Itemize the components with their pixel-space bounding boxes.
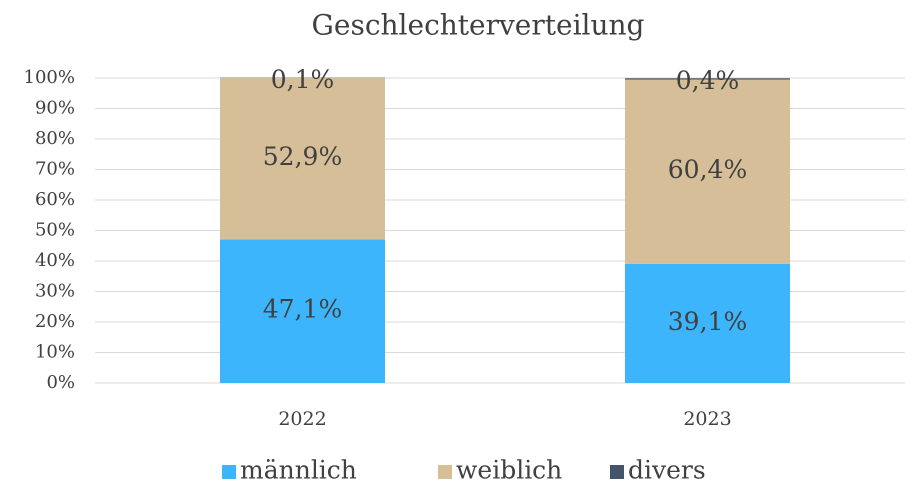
legend-swatch [222,465,236,479]
chart-title: Geschlechterverteilung [312,9,645,42]
legend-label: männlich [240,456,357,485]
data-label: 0,4% [676,66,740,95]
data-label: 52,9% [263,142,342,171]
y-tick-label: 10% [35,342,75,363]
legend-swatch [438,465,452,479]
x-tick-label: 2023 [683,408,731,430]
y-tick-label: 0% [46,372,75,393]
y-tick-label: 20% [35,311,75,332]
x-tick-label: 2022 [278,408,326,430]
y-tick-label: 40% [35,250,75,271]
y-tick-label: 30% [35,281,75,302]
bar-segment [220,78,385,240]
bar-segment [625,79,790,264]
data-label: 60,4% [668,155,747,184]
y-tick-label: 100% [24,67,75,88]
legend-swatch [610,465,624,479]
data-label: 39,1% [668,307,747,336]
y-tick-label: 80% [35,128,75,149]
y-tick-label: 70% [35,159,75,180]
bar-segment [220,239,385,383]
y-tick-label: 60% [35,189,75,210]
legend-label: divers [628,456,706,485]
bar-segment [625,263,790,383]
legend-label: weiblich [456,456,562,485]
bar-segment [625,78,790,80]
y-tick-label: 50% [35,220,75,241]
y-tick-label: 90% [35,98,75,119]
data-label: 47,1% [263,295,342,324]
data-label: 0,1% [271,65,335,94]
